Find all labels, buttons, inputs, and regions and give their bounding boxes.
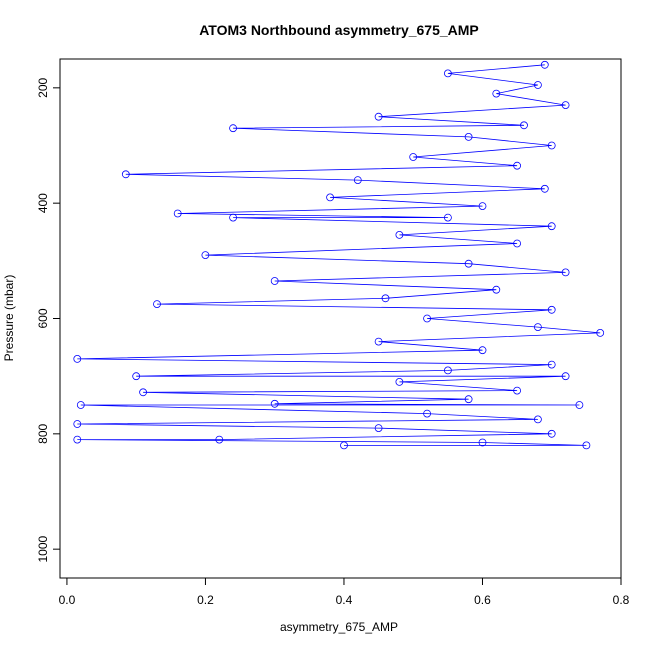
data-point: [229, 213, 238, 222]
data-point: [215, 435, 224, 444]
data-point: [132, 372, 141, 381]
data-point: [395, 377, 404, 386]
data-point: [464, 132, 473, 141]
data-point: [547, 360, 556, 369]
x-tick-label: 0.2: [197, 593, 214, 607]
x-axis-label: asymmetry_675_AMP: [280, 620, 398, 634]
data-point: [534, 323, 542, 332]
data-point: [478, 438, 487, 447]
data-point: [73, 420, 82, 428]
data-point: [540, 60, 549, 69]
data-point: [443, 366, 452, 375]
data-point: [443, 213, 452, 222]
data-point: [270, 277, 279, 285]
data-point: [374, 424, 383, 433]
data-point: [340, 441, 348, 450]
data-point: [423, 409, 432, 418]
x-tick-label: 0.4: [336, 593, 353, 607]
x-tick-label: 0.6: [474, 593, 491, 607]
data-point: [395, 230, 404, 239]
x-axis: 0.0 0.2 0.4 0.6 0.8: [59, 577, 630, 607]
data-point: [326, 193, 335, 202]
data-point: [513, 161, 521, 170]
y-tick-label: 1000: [36, 535, 50, 562]
series-line: [77, 64, 601, 446]
data-point: [575, 401, 584, 409]
data-point: [353, 176, 362, 185]
data-point: [423, 314, 432, 323]
y-tick-label: 200: [36, 78, 50, 98]
data-point: [513, 239, 521, 248]
data-point: [121, 170, 130, 179]
y-tick-label: 800: [36, 424, 50, 444]
data-point: [596, 328, 605, 337]
data-point: [139, 388, 148, 397]
data-point: [73, 354, 82, 363]
x-tick-label: 0.8: [613, 593, 630, 607]
plot-area: [73, 60, 605, 450]
data-point: [374, 112, 383, 121]
data-point: [409, 153, 418, 161]
data-point: [540, 184, 549, 193]
y-tick-label: 400: [36, 193, 50, 213]
data-point: [547, 429, 556, 438]
y-axis-label: Pressure (mbar): [2, 275, 16, 362]
data-point: [513, 386, 521, 395]
data-point: [478, 346, 487, 355]
data-point: [73, 435, 82, 444]
data-point: [374, 337, 383, 346]
data-point: [547, 222, 556, 231]
x-tick-label: 0.0: [59, 593, 76, 607]
data-point: [478, 202, 487, 211]
data-point: [464, 259, 473, 268]
data-point: [492, 285, 501, 294]
data-point: [229, 124, 238, 133]
data-point: [173, 209, 182, 218]
data-point: [561, 268, 570, 277]
data-point: [492, 89, 501, 98]
data-point: [464, 395, 473, 404]
chart-title: ATOM3 Northbound asymmetry_675_AMP: [199, 22, 479, 38]
data-point: [534, 81, 542, 89]
data-point: [547, 141, 556, 150]
data-point: [547, 305, 556, 314]
y-tick-label: 600: [36, 308, 50, 328]
data-point: [270, 399, 279, 408]
data-point: [561, 101, 570, 109]
data-point: [381, 294, 390, 303]
data-point: [443, 69, 452, 78]
y-axis: 200 400 600 800 1000: [36, 78, 61, 563]
data-point: [582, 441, 591, 450]
data-point: [534, 415, 542, 424]
data-point: [76, 401, 85, 409]
data-point: [561, 372, 570, 381]
data-point: [520, 121, 528, 130]
data-point: [153, 300, 161, 309]
data-point: [201, 251, 210, 260]
plot-frame: [59, 58, 622, 579]
